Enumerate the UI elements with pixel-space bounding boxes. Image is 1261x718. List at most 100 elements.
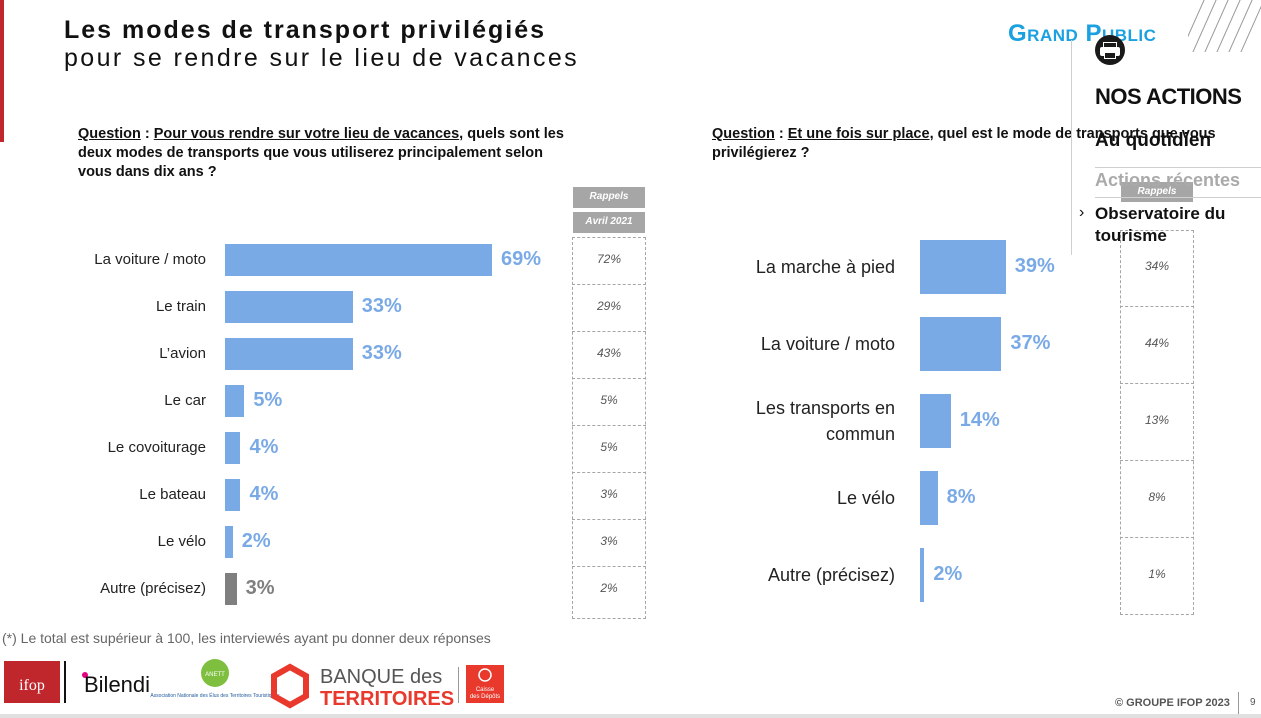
bar (225, 479, 241, 511)
rappel-separator (572, 565, 646, 567)
rappels-header-left: Rappels (573, 187, 645, 208)
bar (225, 291, 353, 323)
value-label: 33% (361, 294, 402, 317)
banque-line2: TERRITOIRES (320, 688, 454, 710)
value-label: 14% (959, 408, 1000, 431)
value-label: 4% (249, 482, 279, 505)
bar (225, 385, 245, 417)
question-left: Question : Pour vous rendre sur votre li… (78, 126, 564, 180)
rappel-value: 5% (600, 393, 618, 407)
banque-territoires-logo (271, 663, 309, 709)
rappels-subheader-left: Avril 2021 (573, 212, 645, 233)
partner-logos: ifop Bilendi ANETT Association Nationale… (0, 655, 520, 715)
nav-separator (1095, 167, 1261, 168)
rappel-separator (572, 283, 646, 285)
value-label: 39% (1014, 254, 1055, 277)
slide-subtitle: pour se rendre sur le lieu de vacances (64, 44, 580, 72)
rappels-box-right (1120, 230, 1194, 615)
question-left-underlined: Pour vous rendre sur votre lieu de vacan… (153, 126, 460, 142)
printer-icon[interactable] (1095, 35, 1125, 65)
rappel-separator (1120, 459, 1194, 461)
slide-title: Les modes de transport privilégiés (64, 16, 547, 44)
rappel-value: 72% (596, 252, 622, 266)
value-label: 3% (245, 576, 275, 599)
category-label: L’avion (159, 345, 206, 362)
bar (920, 394, 951, 448)
category-label: Autre (précisez) (767, 565, 895, 585)
question-right: Question : Et une fois sur place, quel e… (712, 126, 1216, 161)
logos-svg: ifop Bilendi ANETT Association Nationale… (4, 659, 504, 710)
caisse-depots-logo (466, 665, 504, 703)
ifop-logo (4, 661, 60, 703)
anett-caption: Association Nationale des Élus des Terri… (150, 692, 280, 699)
decorative-stripes (1188, 0, 1261, 52)
question-left-rest: , quels sont les deux modes de transport… (78, 126, 564, 180)
rappel-separator (1120, 382, 1194, 384)
rappels-box-left (572, 237, 646, 619)
category-label: Le bateau (139, 486, 206, 503)
footnote: (*) Le total est supérieur à 100, les in… (2, 630, 491, 646)
side-panel-title: NOS ACTIONS (1095, 84, 1242, 109)
category-label: Le train (155, 298, 206, 315)
anett-logo (201, 659, 229, 687)
bar (920, 548, 925, 602)
copyright: © GROUPE IFOP 2023 (1115, 697, 1230, 709)
question-left-label: Question (78, 126, 141, 142)
bar (920, 471, 938, 525)
nav-item-au-quotidien[interactable]: Au quotidien (1095, 130, 1212, 151)
bar (225, 573, 237, 605)
question-right-label: Question (712, 126, 775, 142)
question-right-rest: , quel est le mode de transports que vou… (712, 126, 1216, 161)
category-label: Le covoiturage (107, 439, 206, 456)
value-label: 37% (1010, 331, 1051, 354)
rappel-value: 5% (600, 440, 618, 454)
rappel-value: 44% (1144, 336, 1170, 350)
bar (225, 526, 233, 558)
rappel-separator (572, 424, 646, 426)
rappel-value: 8% (1148, 490, 1166, 504)
bar (225, 244, 493, 276)
value-label: 69% (501, 247, 542, 270)
rappel-separator (572, 518, 646, 520)
side-panel-divider (1071, 40, 1072, 255)
bottom-band (0, 714, 1261, 718)
rappel-value: 43% (596, 346, 622, 360)
ifop-logo-text: ifop (19, 677, 45, 694)
nav-separator (1095, 197, 1261, 198)
category-label: La marche à pied (755, 257, 895, 277)
bar (225, 432, 241, 464)
rappel-separator (572, 471, 646, 473)
rappel-separator (1120, 536, 1194, 538)
value-label: 5% (253, 388, 283, 411)
banque-line1: BANQUE des (320, 666, 442, 688)
rappel-separator (572, 377, 646, 379)
bar (920, 317, 1002, 371)
nav-item-actions-recentes[interactable]: Actions récentes (1095, 170, 1241, 190)
rappel-separator (572, 330, 646, 332)
value-label: 33% (361, 341, 402, 364)
bilendi-logo: Bilendi (84, 672, 150, 697)
page-number: 9 (1250, 697, 1256, 708)
rappel-value: 1% (1148, 567, 1166, 581)
svg-text:ANETT: ANETT (205, 672, 225, 678)
value-label: 2% (933, 562, 963, 585)
bar (225, 338, 353, 370)
nav-item-observatoire[interactable]: Observatoire du tourisme (1095, 204, 1226, 245)
category-label: La voiture / moto (94, 251, 206, 268)
svg-text:Caisse: Caisse (476, 687, 495, 693)
category-label: Le car (164, 392, 206, 409)
category-label: La voiture / moto (760, 334, 895, 354)
rappel-value: 3% (600, 487, 618, 501)
value-label: 8% (946, 485, 976, 508)
value-label: 2% (241, 529, 271, 552)
svg-text:des Dépôts: des Dépôts (470, 694, 500, 700)
rappel-value: 34% (1144, 259, 1170, 273)
category-label: Le vélo (157, 533, 206, 550)
chevron-right-icon: › (1079, 204, 1085, 221)
rappel-value: 13% (1144, 413, 1170, 427)
bar (920, 240, 1006, 294)
value-label: 4% (249, 435, 279, 458)
audience-tag: Grand Public (1008, 20, 1157, 47)
category-label: Le vélo (836, 488, 895, 508)
category-label: Autre (précisez) (100, 580, 206, 597)
